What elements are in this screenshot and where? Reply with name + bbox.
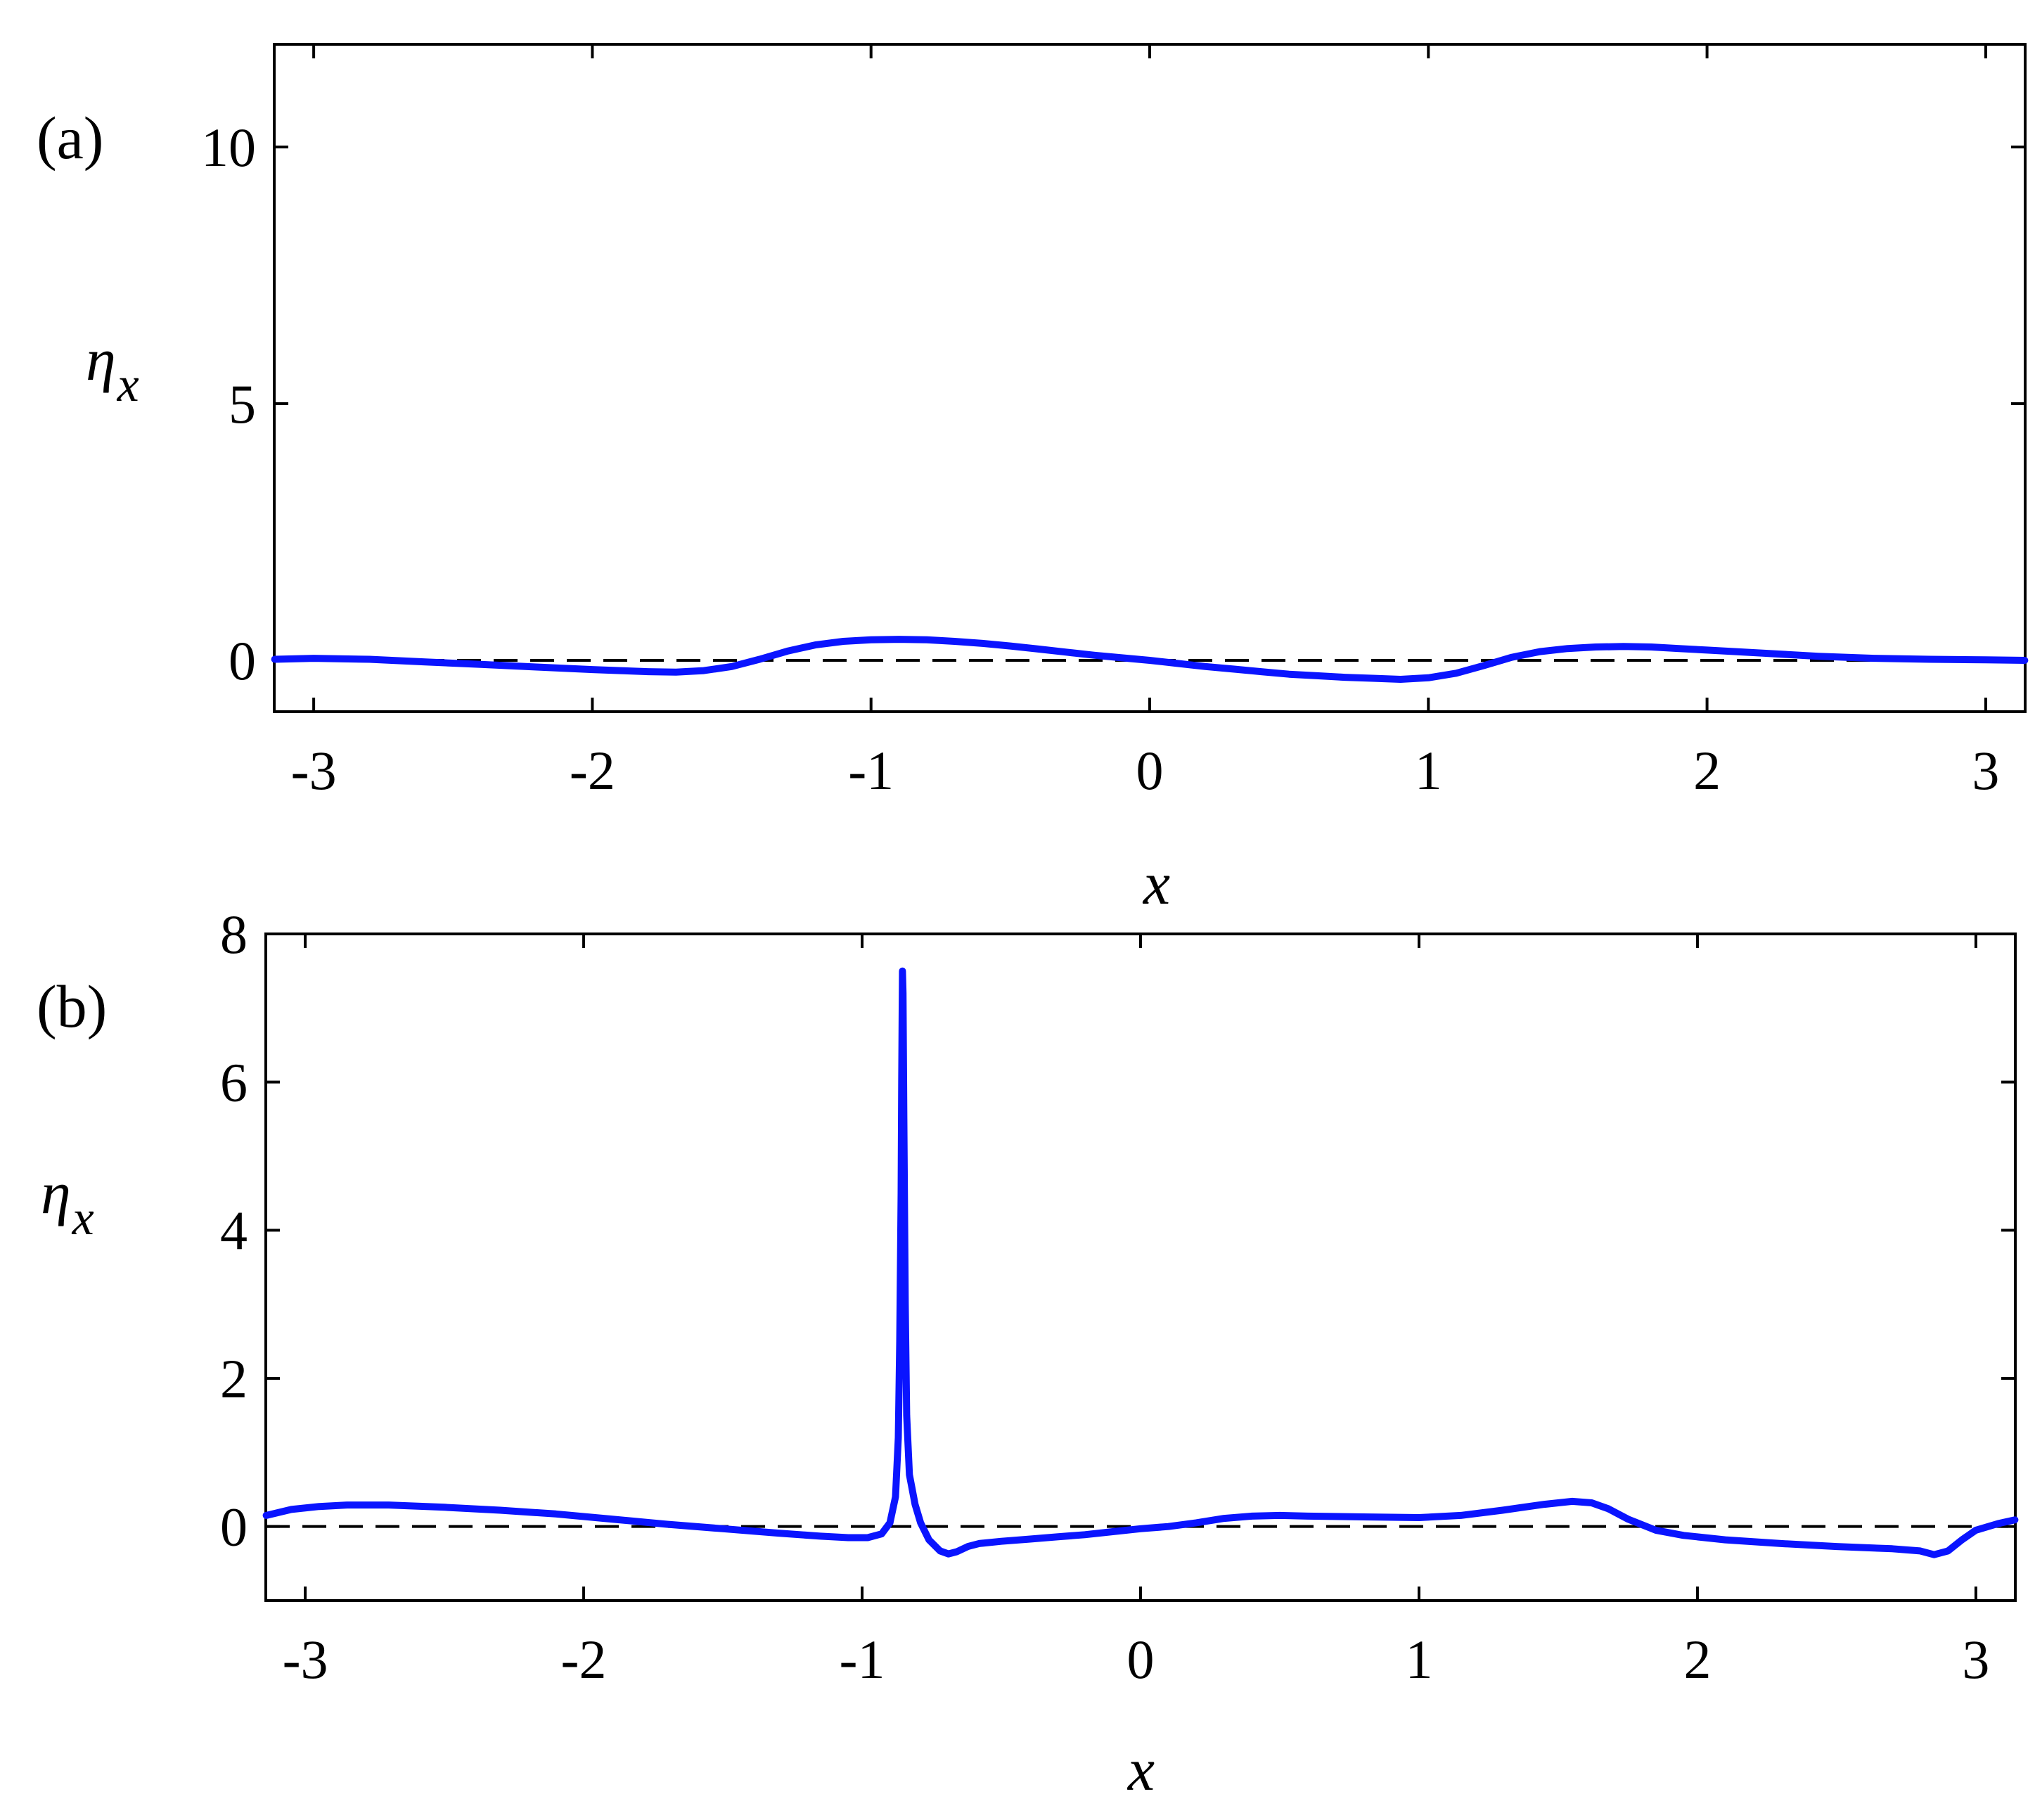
- panel-b-x-tick-label: 2: [1683, 1629, 1711, 1690]
- panel-b-y-tick-label: 6: [220, 1052, 248, 1113]
- panel-b-y-axis-subscript: x: [72, 1191, 94, 1245]
- panel-b-x-tick-label: 0: [1127, 1629, 1155, 1690]
- panel-a-label: (a): [37, 104, 103, 172]
- panel-b-y-tick-label: 4: [220, 1200, 248, 1261]
- panel-a-eta-x-curve: [271, 636, 2029, 683]
- panel-b-y-axis-symbol: η: [41, 1159, 71, 1226]
- panel-b-x-axis-label: x: [1126, 1736, 1155, 1803]
- panel-a-x-tick-label: -3: [291, 740, 337, 801]
- panel-a-plot-area: -3 -2 -1 0 1 2 3 0 5 10: [201, 43, 2029, 801]
- panel-a-x-axis-label: x: [1142, 850, 1170, 917]
- panel-b-x-tick-label: 1: [1405, 1629, 1432, 1690]
- panel-a-y-tick-label: 10: [201, 117, 256, 178]
- panel-b-plot-area: -3 -2 -1 0 1 2 3 0 2 4 6 8: [220, 904, 2019, 1690]
- panel-a-x-tick-label: 1: [1415, 740, 1442, 801]
- panel-a-y-axis-label: ηx: [86, 326, 139, 412]
- panel-b-eta-x-curve: [262, 967, 2019, 1558]
- panel-a-y-axis-subscript: x: [117, 358, 139, 412]
- panel-b-x-tick-label: -3: [283, 1629, 328, 1690]
- panel-a-y-axis-symbol: η: [86, 326, 116, 393]
- panel-a-x-tick-label: 0: [1136, 740, 1164, 801]
- panel-b-x-tick-label: -2: [561, 1629, 607, 1690]
- panel-b-y-axis-label: ηx: [41, 1159, 94, 1245]
- panel-a-x-tick-label: 2: [1693, 740, 1721, 801]
- panel-b-label: (b): [37, 973, 107, 1040]
- panel-b-y-tick-label: 2: [220, 1348, 248, 1409]
- panel-a-x-tick-label: -2: [570, 740, 615, 801]
- panel-b-x-tick-label: -1: [840, 1629, 885, 1690]
- panel-b-y-tick-label: 8: [220, 904, 248, 965]
- panel-a-x-tick-label: -1: [848, 740, 894, 801]
- panel-b-x-tick-label: 3: [1962, 1629, 1989, 1690]
- panel-a-x-tick-label: 3: [1972, 740, 1999, 801]
- panel-a-y-tick-label: 0: [229, 630, 256, 691]
- panel-b-y-tick-label: 0: [220, 1497, 248, 1558]
- panel-a-y-tick-label: 5: [229, 373, 256, 435]
